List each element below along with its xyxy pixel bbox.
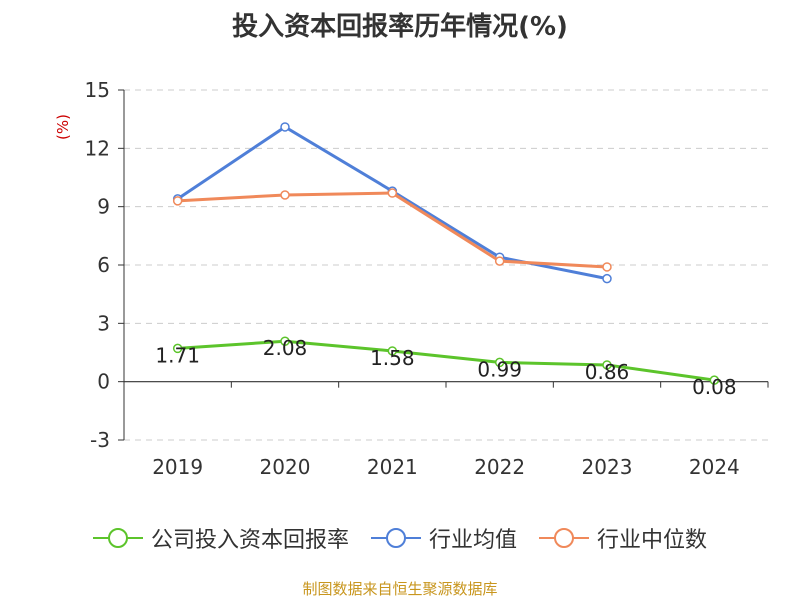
data-point — [602, 360, 612, 370]
y-tick-label: -3 — [90, 428, 110, 452]
legend-item[interactable]: 行业均值 — [370, 522, 517, 554]
legend-item[interactable]: 公司投入资本回报率 — [92, 522, 349, 554]
data-label: 0.86 — [585, 360, 630, 384]
data-point — [280, 336, 290, 346]
data-point — [387, 346, 398, 356]
data-point — [709, 375, 720, 385]
y-tick-label: 15 — [85, 78, 110, 102]
y-tick-label: 9 — [97, 195, 110, 219]
data-point — [280, 190, 290, 200]
legend-marker-icon — [92, 528, 143, 548]
y-tick-label: 3 — [97, 311, 110, 335]
legend-circle — [385, 528, 406, 548]
source-note: 制图数据来自恒生聚源数据库 — [302, 580, 498, 598]
legend-label: 行业均值 — [428, 528, 517, 553]
series-line — [176, 125, 608, 281]
legend-marker-icon — [370, 528, 421, 548]
data-label: 0.08 — [692, 375, 737, 399]
legend-item[interactable]: 行业中位数 — [539, 522, 707, 554]
legend-circle — [107, 528, 128, 548]
data-labels: 1.71 2.08 1.58 0.99 0.86 0.08 — [155, 336, 736, 399]
y-tick-label: 6 — [97, 253, 110, 277]
legend-label: 公司投入资本回报率 — [150, 528, 349, 553]
data-label: 0.99 — [477, 357, 522, 381]
x-tick-label: 2023 — [582, 455, 633, 479]
legend-marker-icon — [539, 528, 589, 548]
x-tick-label: 2019 — [152, 455, 203, 479]
y-axis-label: (%) — [54, 114, 72, 140]
x-tick-label: 2021 — [367, 455, 418, 479]
grid-lines — [124, 89, 768, 441]
series-line — [177, 191, 608, 269]
data-point — [280, 122, 290, 132]
legend: 公司投入资本回报率 行业均值 行业中位数 — [0, 518, 800, 558]
data-label: 1.58 — [370, 346, 415, 370]
data-point — [494, 256, 505, 266]
data-point — [494, 357, 505, 368]
series-line — [177, 339, 715, 382]
x-tick-label: 2020 — [260, 455, 311, 479]
data-label: 1.71 — [155, 343, 200, 367]
y-tick-label: 0 — [97, 370, 110, 394]
axes: 15 12 9 6 3 0 -3 2019 2020 2021 2022 2023 2024 — [85, 78, 769, 479]
chart-title: 投入资本回报率历年情况(%) — [232, 12, 568, 42]
data-point — [172, 343, 183, 354]
legend-label: 行业中位数 — [597, 528, 708, 553]
data-point — [602, 273, 612, 284]
series-lines — [172, 122, 720, 385]
x-tick-label: 2022 — [474, 455, 525, 479]
data-point — [602, 262, 612, 272]
data-point — [172, 196, 183, 206]
legend-circle — [554, 528, 574, 548]
x-tick-label: 2024 — [689, 455, 740, 479]
data-label: 2.08 — [263, 336, 308, 360]
data-point — [387, 188, 398, 198]
y-tick-label: 12 — [85, 136, 110, 160]
